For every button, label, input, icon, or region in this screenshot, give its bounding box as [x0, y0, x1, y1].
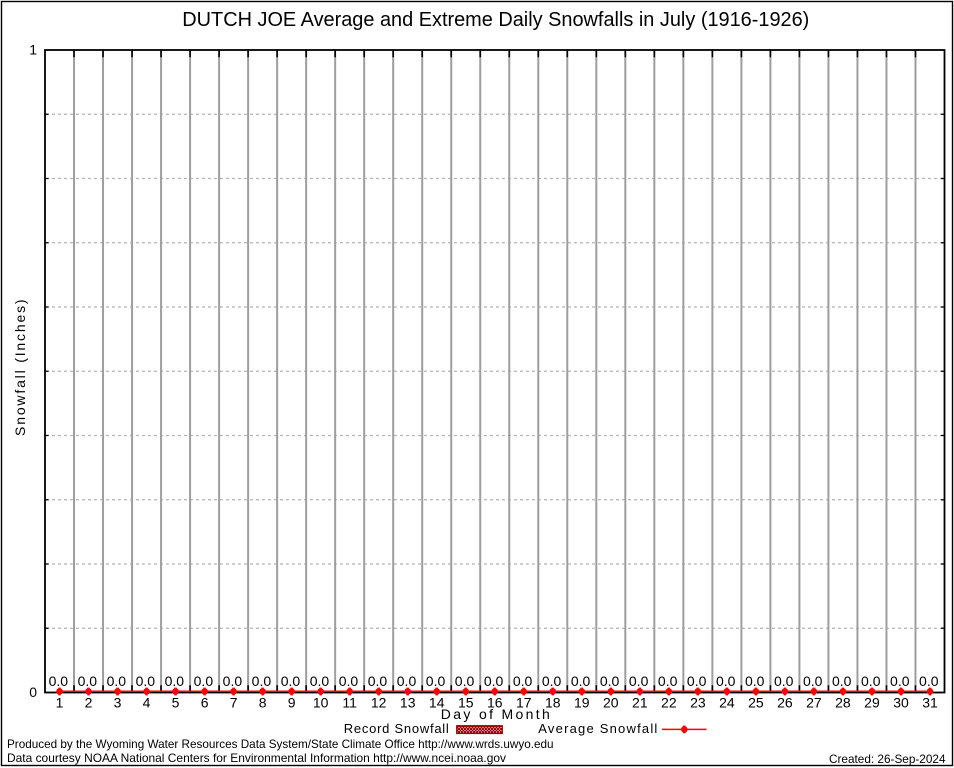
svg-text:DUTCH JOE Average and Extreme: DUTCH JOE Average and Extreme Daily Snow…	[182, 8, 809, 31]
svg-text:0.0: 0.0	[194, 673, 214, 689]
svg-text:1: 1	[56, 695, 64, 711]
svg-text:28: 28	[835, 695, 851, 711]
svg-text:10: 10	[313, 695, 329, 711]
svg-text:7: 7	[230, 695, 238, 711]
svg-text:13: 13	[400, 695, 416, 711]
svg-text:26: 26	[777, 695, 793, 711]
svg-text:0.0: 0.0	[629, 673, 649, 689]
svg-text:0.0: 0.0	[861, 673, 881, 689]
svg-text:23: 23	[690, 695, 706, 711]
svg-text:0.0: 0.0	[513, 673, 533, 689]
svg-text:12: 12	[371, 695, 387, 711]
svg-text:Data courtesy NOAA National Ce: Data courtesy NOAA National Centers for …	[7, 751, 506, 765]
svg-text:Produced by the Wyoming Water: Produced by the Wyoming Water Resources …	[7, 737, 554, 751]
svg-text:0.0: 0.0	[281, 673, 301, 689]
svg-text:0.0: 0.0	[368, 673, 388, 689]
svg-text:0.0: 0.0	[890, 673, 910, 689]
svg-text:0.0: 0.0	[136, 673, 156, 689]
svg-text:31: 31	[922, 695, 938, 711]
svg-text:24: 24	[719, 695, 735, 711]
svg-text:0.0: 0.0	[571, 673, 591, 689]
svg-text:0.0: 0.0	[745, 673, 765, 689]
svg-text:18: 18	[545, 695, 561, 711]
svg-text:1: 1	[29, 42, 37, 58]
svg-text:0.0: 0.0	[774, 673, 794, 689]
svg-text:0.0: 0.0	[919, 673, 939, 689]
svg-text:0.0: 0.0	[484, 673, 504, 689]
svg-text:8: 8	[259, 695, 267, 711]
svg-text:29: 29	[864, 695, 880, 711]
svg-text:0.0: 0.0	[339, 673, 359, 689]
svg-text:0.0: 0.0	[49, 673, 69, 689]
svg-text:Snowfall (Inches): Snowfall (Inches)	[12, 299, 28, 436]
svg-text:0.0: 0.0	[252, 673, 272, 689]
svg-text:15: 15	[458, 695, 474, 711]
svg-text:0.0: 0.0	[107, 673, 127, 689]
svg-text:0.0: 0.0	[310, 673, 330, 689]
svg-text:27: 27	[806, 695, 822, 711]
svg-text:0: 0	[29, 684, 37, 700]
svg-text:0.0: 0.0	[716, 673, 736, 689]
svg-text:Average Snowfall: Average Snowfall	[538, 721, 657, 736]
svg-text:2: 2	[85, 695, 93, 711]
svg-text:5: 5	[172, 695, 180, 711]
svg-text:0.0: 0.0	[600, 673, 620, 689]
svg-text:6: 6	[201, 695, 209, 711]
svg-text:20: 20	[603, 695, 619, 711]
svg-text:0.0: 0.0	[397, 673, 417, 689]
svg-text:Created: 26-Sep-2024: Created: 26-Sep-2024	[829, 752, 946, 766]
svg-text:0.0: 0.0	[687, 673, 707, 689]
svg-text:30: 30	[893, 695, 909, 711]
svg-text:0.0: 0.0	[223, 673, 243, 689]
svg-text:22: 22	[661, 695, 677, 711]
svg-text:21: 21	[632, 695, 648, 711]
svg-text:25: 25	[748, 695, 764, 711]
svg-text:16: 16	[487, 695, 503, 711]
svg-text:9: 9	[288, 695, 296, 711]
svg-text:Day of Month: Day of Month	[441, 706, 550, 722]
svg-text:3: 3	[114, 695, 122, 711]
svg-text:0.0: 0.0	[78, 673, 98, 689]
svg-text:14: 14	[429, 695, 445, 711]
svg-text:0.0: 0.0	[542, 673, 562, 689]
svg-text:0.0: 0.0	[832, 673, 852, 689]
svg-text:Record Snowfall: Record Snowfall	[344, 721, 449, 736]
svg-text:0.0: 0.0	[455, 673, 475, 689]
svg-text:0.0: 0.0	[426, 673, 446, 689]
svg-text:4: 4	[143, 695, 151, 711]
svg-text:11: 11	[342, 695, 357, 711]
svg-text:19: 19	[574, 695, 590, 711]
svg-text:17: 17	[516, 695, 532, 711]
svg-text:0.0: 0.0	[165, 673, 185, 689]
svg-text:0.0: 0.0	[803, 673, 823, 689]
svg-text:0.0: 0.0	[658, 673, 678, 689]
